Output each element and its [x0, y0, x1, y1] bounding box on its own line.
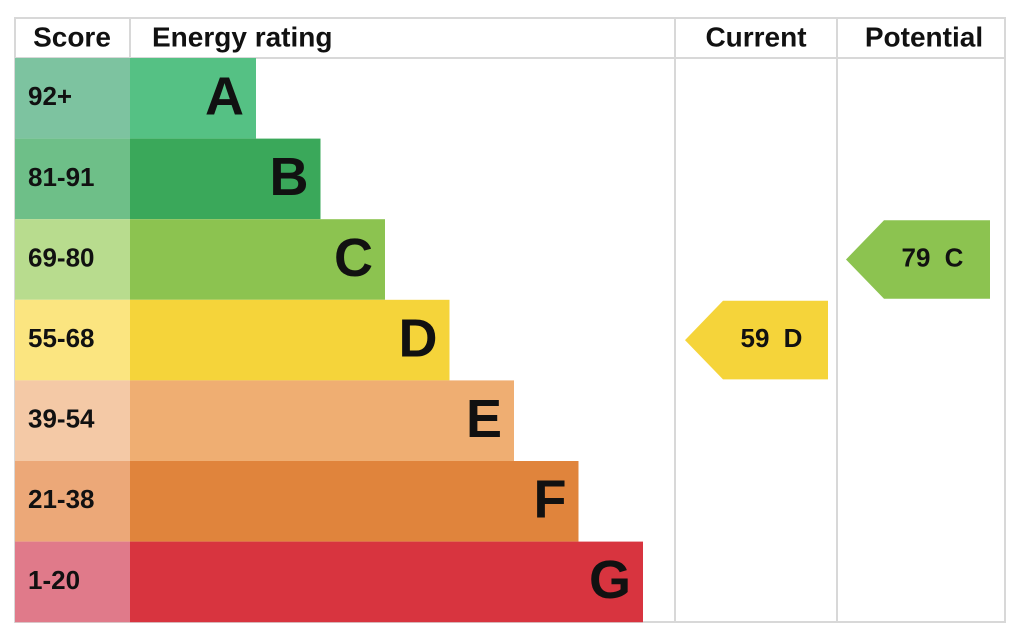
- header-current: Current: [705, 21, 806, 52]
- current-letter: D: [784, 323, 803, 353]
- band-letter: D: [399, 308, 438, 368]
- score-label: 21-38: [28, 484, 95, 514]
- header-potential: Potential: [865, 21, 983, 52]
- band-letter: F: [534, 470, 567, 530]
- current-arrow: [685, 300, 828, 380]
- score-cell: [15, 58, 130, 139]
- header-score: Score: [33, 21, 111, 52]
- band-bar: [130, 380, 514, 461]
- score-cell: [15, 219, 130, 300]
- score-label: 39-54: [28, 404, 95, 434]
- band-letter: G: [589, 550, 631, 610]
- band-bar: [130, 138, 321, 220]
- score-cell: [15, 138, 130, 220]
- score-cell: [15, 380, 130, 461]
- score-label: 55-68: [28, 323, 95, 353]
- band-bar: [130, 58, 256, 139]
- band-letter: C: [334, 228, 373, 288]
- band-bar: [130, 541, 643, 623]
- band-letter: B: [270, 147, 309, 207]
- band-letter: A: [205, 67, 244, 127]
- score-label: 92+: [28, 81, 72, 111]
- header-rating: Energy rating: [152, 21, 332, 52]
- band-bar: [130, 461, 579, 542]
- score-label: 69-80: [28, 242, 95, 272]
- potential-score: 79: [902, 242, 931, 272]
- score-label: 1-20: [28, 565, 80, 595]
- potential-arrow: [846, 220, 990, 299]
- score-cell: [15, 461, 130, 542]
- potential-letter: C: [945, 242, 964, 272]
- band-bar: [130, 219, 385, 300]
- band-bar: [130, 299, 450, 381]
- score-cell: [15, 299, 130, 381]
- current-score: 59: [741, 323, 770, 353]
- band-letter: E: [466, 389, 502, 449]
- score-label: 81-91: [28, 162, 95, 192]
- score-cell: [15, 541, 130, 623]
